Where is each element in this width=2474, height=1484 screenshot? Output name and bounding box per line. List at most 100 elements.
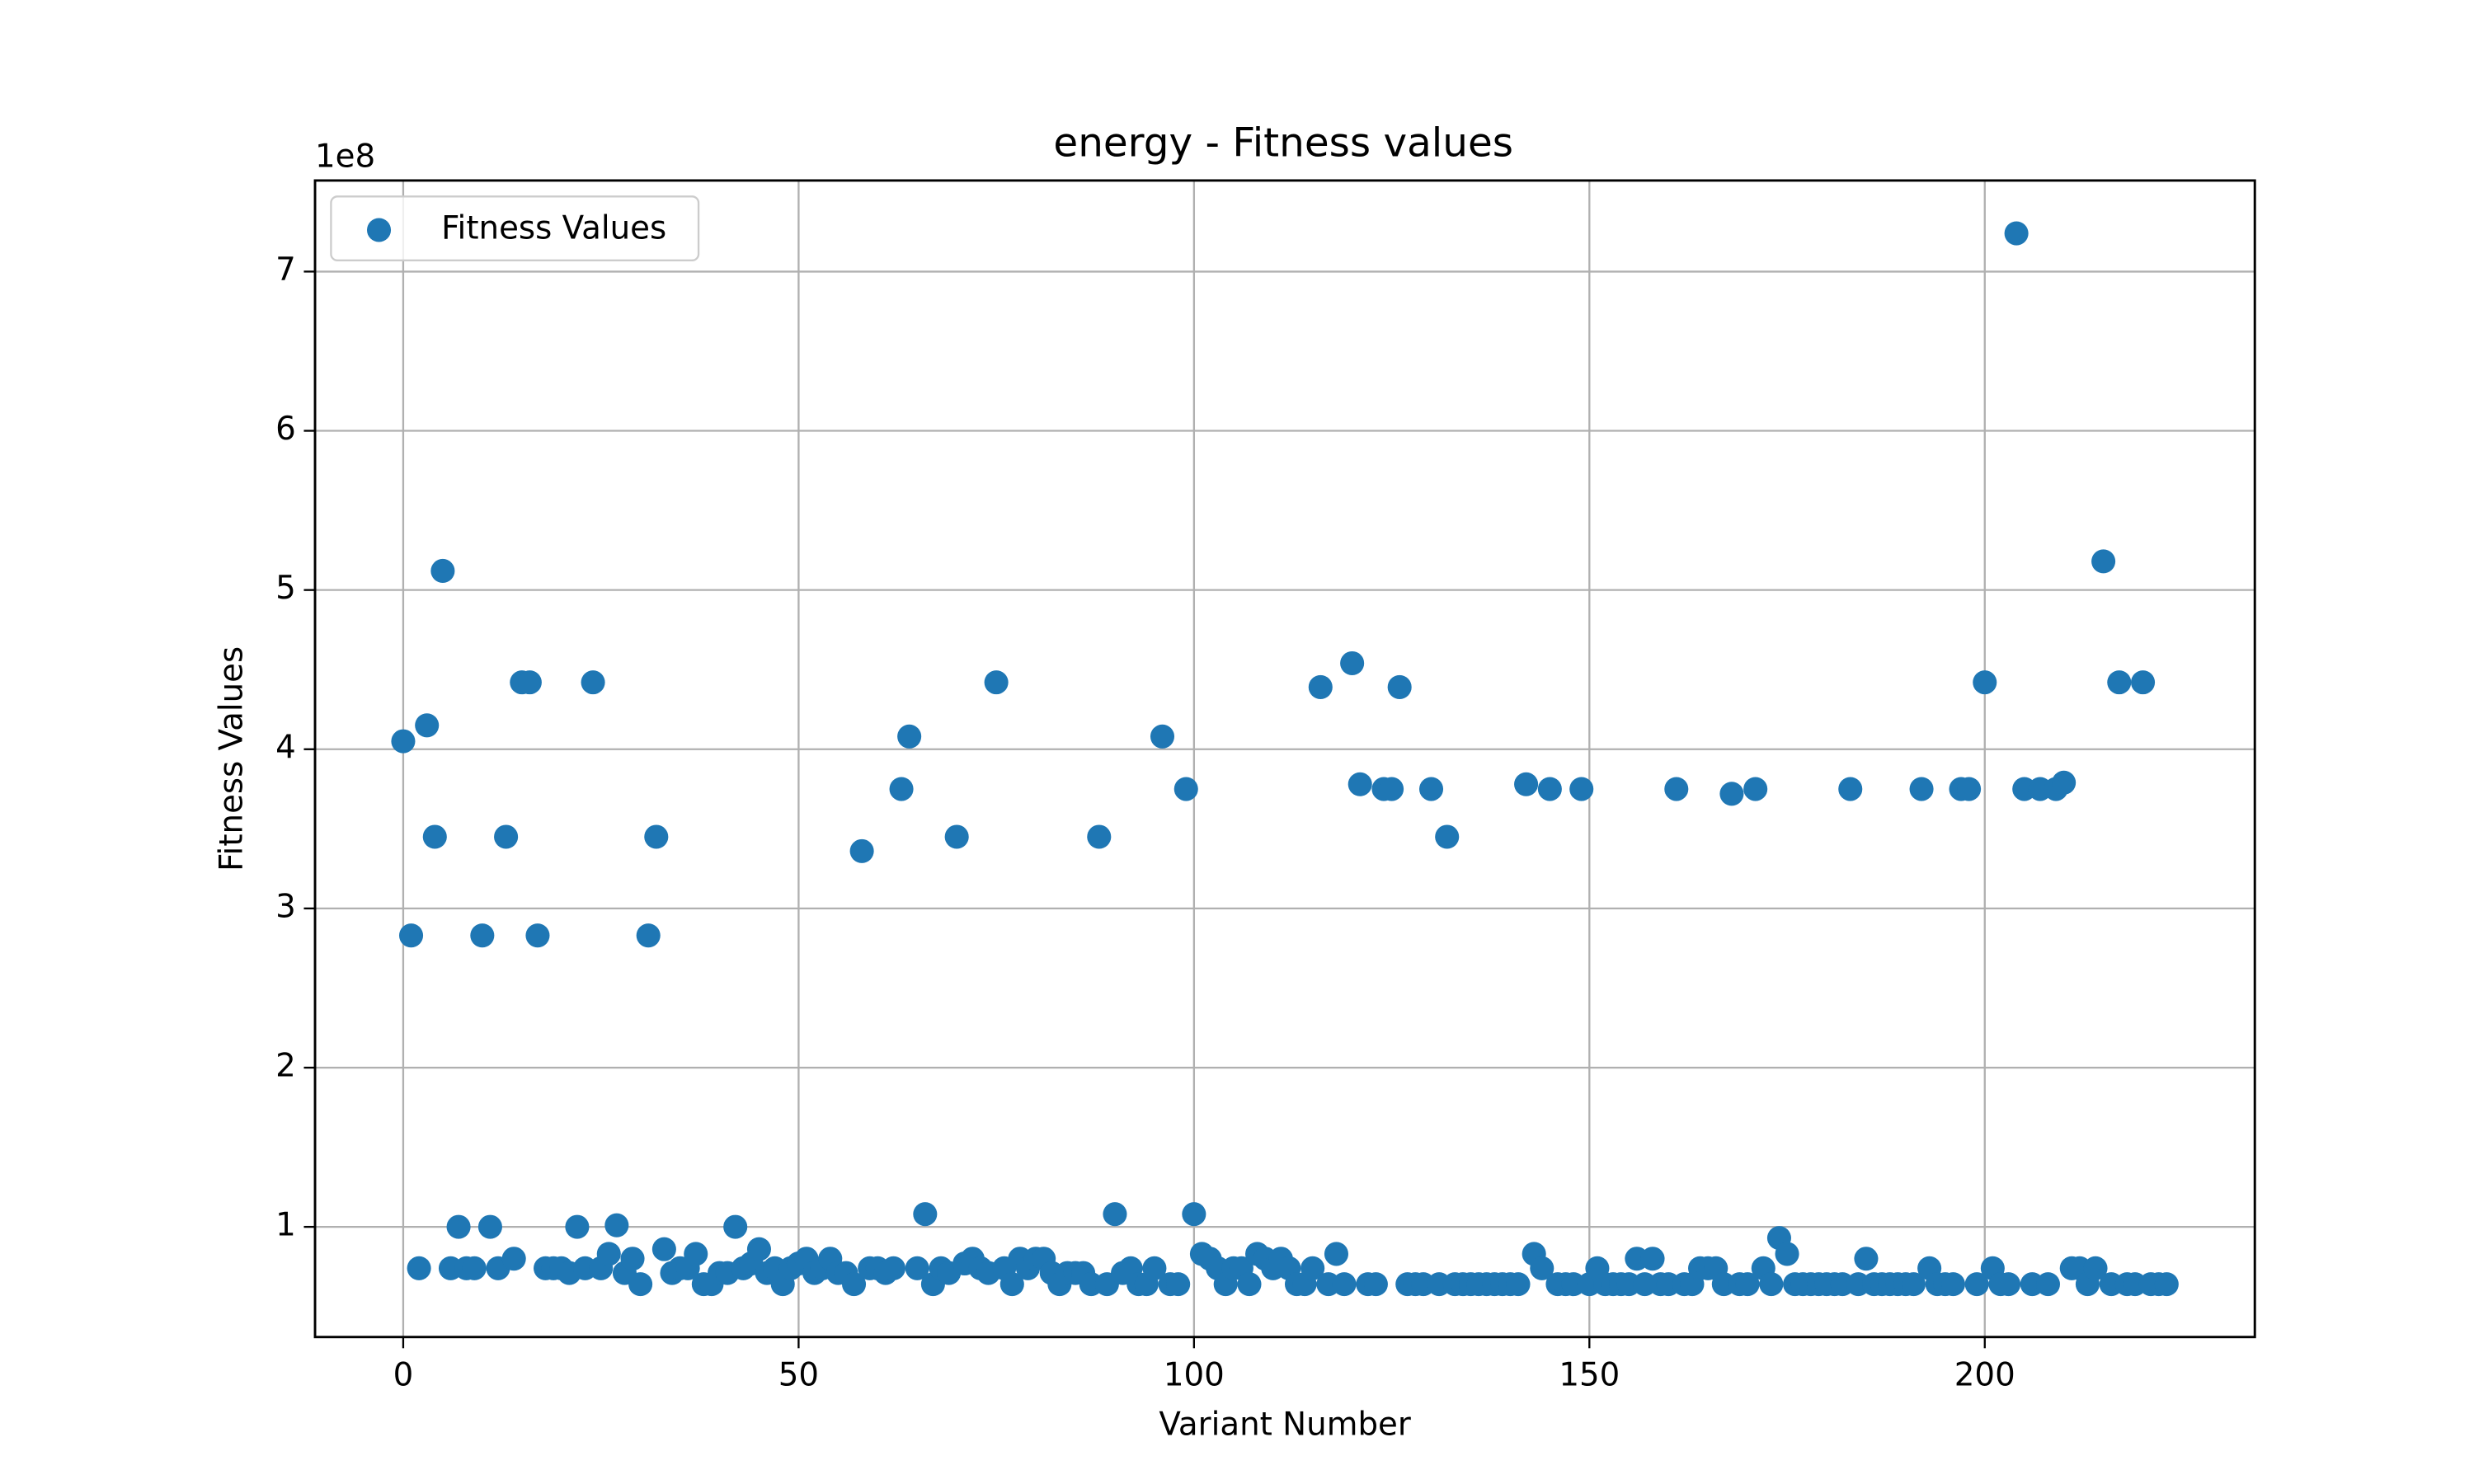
data-point <box>1996 1272 2021 1297</box>
data-point <box>1514 772 1539 796</box>
data-point <box>1940 1272 1965 1297</box>
x-tick-label: 150 <box>1559 1357 1620 1394</box>
data-point <box>1640 1247 1665 1271</box>
data-point <box>1569 777 1594 801</box>
data-point <box>2035 1272 2061 1297</box>
legend-box <box>330 195 700 261</box>
data-point <box>415 713 440 738</box>
data-point <box>944 824 969 849</box>
y-tick-label: 3 <box>275 888 296 925</box>
data-point <box>1300 1256 1325 1280</box>
data-point <box>651 1237 676 1261</box>
data-point <box>1957 777 1982 801</box>
data-point <box>1087 824 1112 849</box>
data-point <box>1142 1256 1167 1280</box>
data-point <box>2107 670 2132 695</box>
data-point <box>1340 650 1365 676</box>
data-point <box>1363 1272 1388 1297</box>
data-point <box>477 1214 502 1239</box>
data-point <box>1775 1242 1799 1266</box>
y-tick-label: 5 <box>275 570 296 607</box>
data-point <box>1838 777 1863 801</box>
data-point <box>723 1214 748 1239</box>
data-point <box>2083 1256 2108 1280</box>
data-point <box>1964 1272 1989 1297</box>
data-point <box>604 1213 629 1237</box>
data-point <box>1380 777 1404 801</box>
data-point <box>644 824 669 849</box>
data-point <box>391 729 416 754</box>
y-axis-label: Fitness Values <box>214 646 251 871</box>
data-point <box>1182 1202 1206 1227</box>
data-point <box>525 923 550 948</box>
y-tick-label: 6 <box>275 411 296 448</box>
data-point <box>1237 1272 1262 1297</box>
data-point <box>1909 777 1934 801</box>
plot-frame <box>313 179 2256 1339</box>
data-point <box>2091 549 2116 574</box>
data-point <box>1387 674 1412 699</box>
data-point <box>1973 670 1997 695</box>
data-point <box>1435 824 1460 849</box>
data-point <box>905 1256 929 1280</box>
data-point <box>889 777 914 801</box>
legend-marker <box>366 218 392 242</box>
data-point <box>398 923 424 948</box>
data-point <box>1103 1202 1127 1227</box>
x-tick-label: 100 <box>1164 1357 1225 1394</box>
data-point <box>999 1272 1024 1297</box>
data-point <box>407 1256 431 1280</box>
x-axis-label: Variant Number <box>1159 1407 1410 1444</box>
data-point <box>1530 1256 1554 1280</box>
x-tick-label: 0 <box>393 1357 414 1394</box>
data-point <box>1150 724 1175 749</box>
x-tick-label: 200 <box>1954 1357 2015 1394</box>
data-point <box>1324 1242 1348 1266</box>
chart-title: energy - Fitness values <box>1053 120 1513 166</box>
data-point <box>565 1214 590 1239</box>
data-point <box>1174 777 1198 801</box>
data-point <box>494 824 519 849</box>
data-point <box>1308 674 1333 699</box>
data-point <box>2131 670 2156 695</box>
y-tick-label: 4 <box>275 729 296 766</box>
data-point <box>1743 777 1768 801</box>
data-point <box>1759 1272 1784 1297</box>
y-tick-label: 1 <box>275 1207 296 1244</box>
data-point <box>596 1242 621 1266</box>
data-point <box>1332 1272 1357 1297</box>
data-point <box>1664 777 1689 801</box>
data-point <box>913 1202 938 1227</box>
legend-label: Fitness Values <box>441 210 666 247</box>
data-point <box>746 1237 771 1261</box>
data-point <box>984 670 1009 695</box>
data-point <box>897 724 922 749</box>
data-point <box>1901 1272 1926 1297</box>
y-tick-label: 7 <box>275 251 296 289</box>
data-point <box>849 838 874 863</box>
data-point <box>1348 772 1372 796</box>
y-tick-label: 2 <box>275 1047 296 1084</box>
data-point <box>446 1214 471 1239</box>
data-point <box>430 558 455 583</box>
y-offset-label: 1e8 <box>315 138 375 175</box>
data-point <box>2154 1272 2179 1297</box>
data-point <box>422 824 447 849</box>
x-tick-label: 50 <box>778 1357 819 1394</box>
data-point <box>636 923 661 948</box>
data-point <box>841 1272 867 1297</box>
data-point <box>1735 1272 1760 1297</box>
data-point <box>881 1256 905 1280</box>
data-point <box>1418 777 1444 801</box>
data-point <box>517 670 542 695</box>
data-point <box>501 1247 526 1271</box>
data-point <box>462 1256 487 1280</box>
data-point <box>1506 1272 1531 1297</box>
data-point <box>1719 782 1744 806</box>
data-point <box>581 670 605 695</box>
data-point <box>684 1242 708 1266</box>
data-point <box>1854 1247 1879 1271</box>
data-point <box>628 1272 653 1297</box>
data-point <box>2052 770 2077 795</box>
